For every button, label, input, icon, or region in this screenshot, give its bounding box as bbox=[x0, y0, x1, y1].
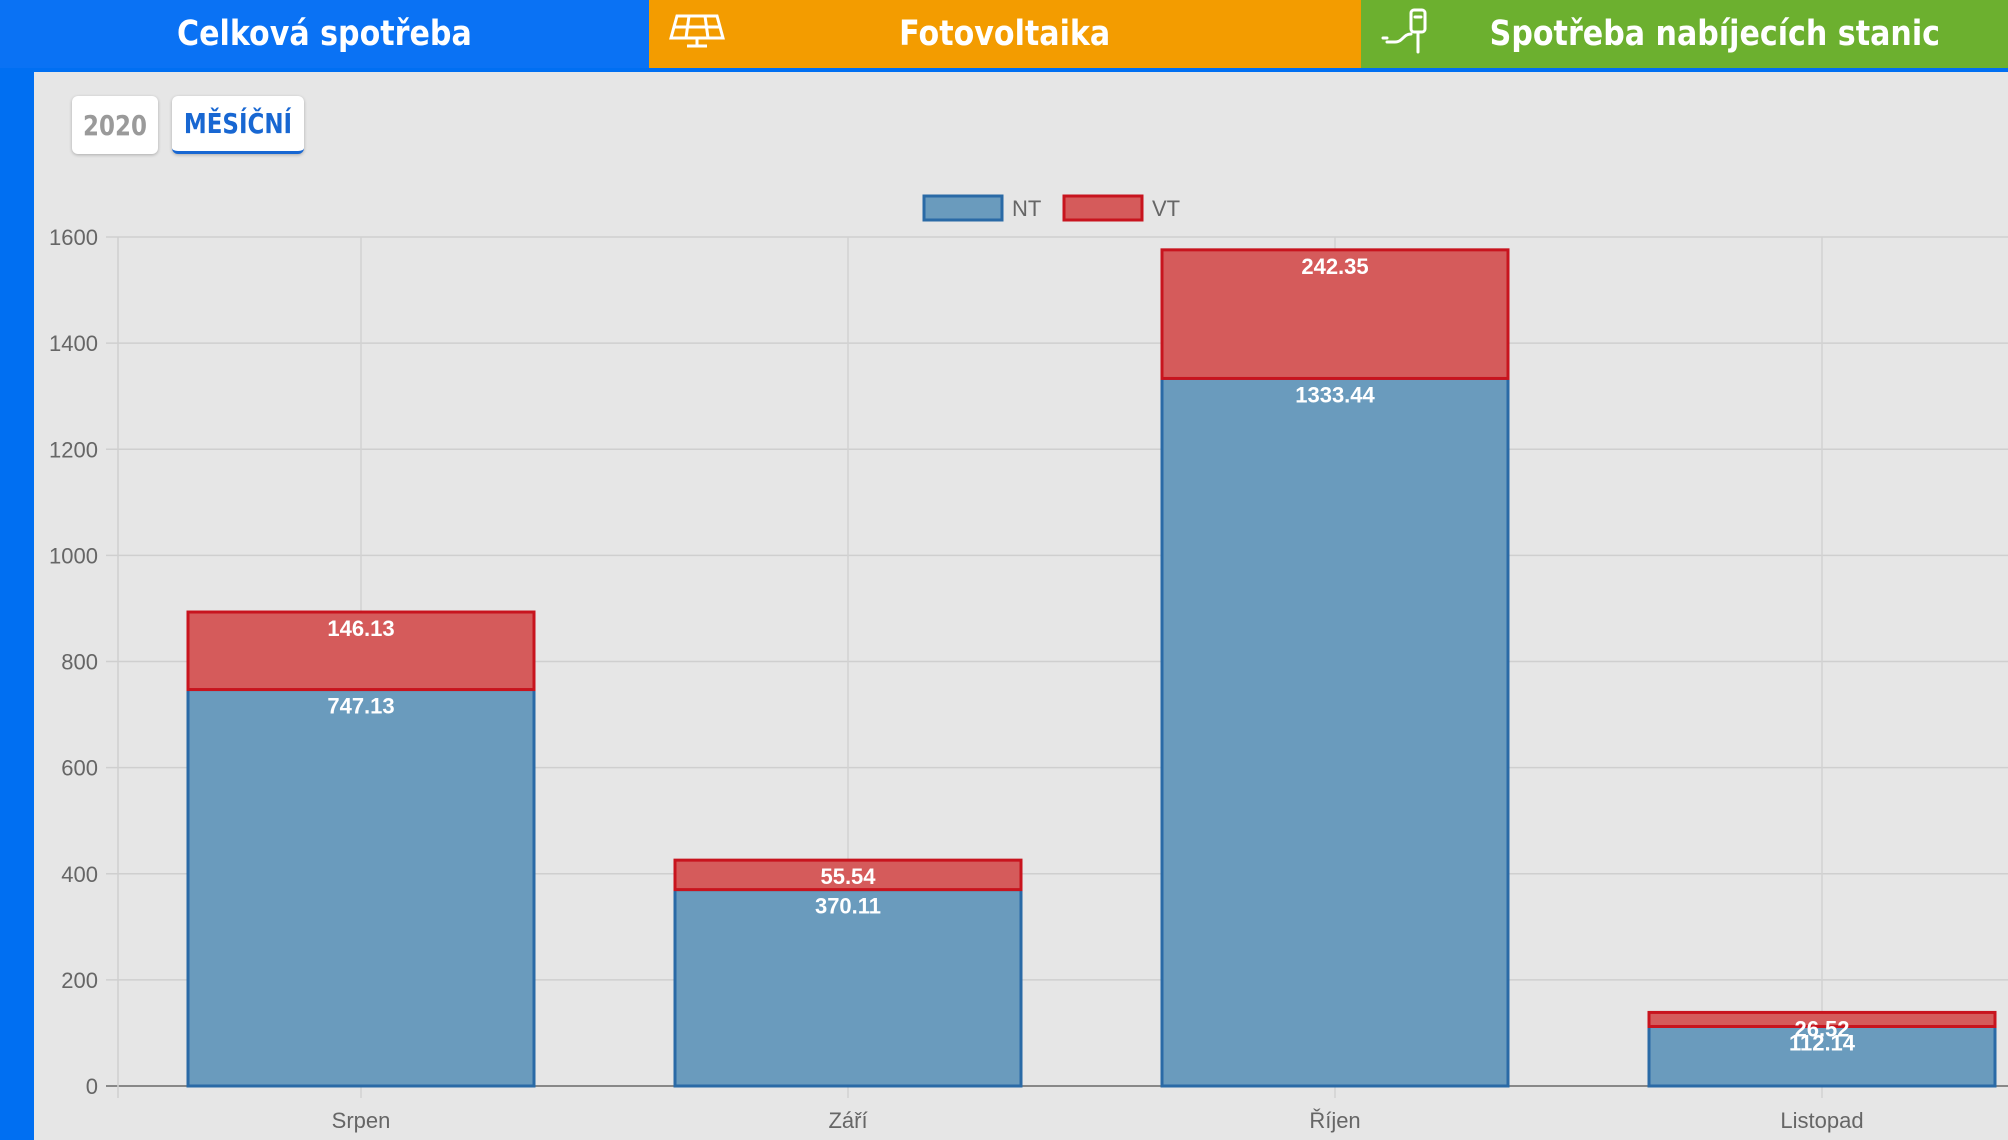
bar-vt[interactable] bbox=[1647, 1010, 1997, 1028]
data-label-vt: 146.13 bbox=[327, 616, 394, 641]
y-tick-label: 400 bbox=[61, 862, 98, 887]
tab-charging-stations-label: Spotřeba nabíjecích stanic bbox=[1489, 14, 1940, 54]
data-label-vt: 55.54 bbox=[820, 864, 876, 889]
year-button-label: 2020 bbox=[83, 108, 147, 142]
data-label-nt: 370.11 bbox=[815, 894, 881, 919]
tab-total-consumption-label: Celková spotřeba bbox=[177, 14, 472, 54]
tab-total-consumption[interactable]: Celková spotřeba bbox=[0, 0, 649, 68]
y-tick-label: 1200 bbox=[49, 437, 98, 462]
bar-vt[interactable] bbox=[1160, 248, 1510, 380]
tab-bar: Celková spotřeba Fotovoltaika bbox=[0, 0, 2008, 68]
y-tick-label: 1600 bbox=[49, 225, 98, 250]
charging-station-icon bbox=[1381, 4, 1437, 69]
solar-panel-icon bbox=[669, 12, 725, 61]
y-tick-label: 600 bbox=[61, 756, 98, 781]
tab-photovoltaics[interactable]: Fotovoltaika bbox=[649, 0, 1361, 68]
tab-photovoltaics-label: Fotovoltaika bbox=[899, 14, 1111, 54]
data-label-vt: 26.52 bbox=[1794, 1016, 1849, 1041]
bar-vt[interactable] bbox=[186, 610, 536, 692]
legend-swatch-vt[interactable] bbox=[1062, 194, 1144, 222]
x-tick-label: Listopad bbox=[1780, 1108, 1863, 1133]
y-tick-label: 0 bbox=[86, 1074, 98, 1099]
x-tick-label: Říjen bbox=[1309, 1108, 1360, 1133]
bar-nt[interactable] bbox=[673, 888, 1023, 1088]
tab-charging-stations[interactable]: Spotřeba nabíjecích stanic bbox=[1361, 0, 2008, 68]
legend-swatch-nt[interactable] bbox=[922, 194, 1004, 222]
bar-nt[interactable] bbox=[186, 688, 536, 1088]
data-label-nt: 1333.44 bbox=[1295, 382, 1375, 407]
y-tick-label: 1000 bbox=[49, 543, 98, 568]
stacked-bar-chart: 0 200 400 600 800 1000 1200 1400 1600 Srpen Září Ří… bbox=[49, 194, 2008, 1133]
bar-vt[interactable] bbox=[673, 858, 1023, 892]
legend-label-vt[interactable]: VT bbox=[1152, 196, 1180, 221]
data-label-nt: 112.14 bbox=[1789, 1030, 1856, 1055]
monthly-button[interactable]: MĚSÍČNÍ bbox=[172, 96, 304, 154]
monthly-button-label: MĚSÍČNÍ bbox=[183, 107, 293, 140]
y-tick-label: 1400 bbox=[49, 331, 98, 356]
legend-label-nt[interactable]: NT bbox=[1012, 196, 1041, 221]
data-label-vt: 242.35 bbox=[1301, 254, 1368, 279]
bar-nt[interactable] bbox=[1160, 376, 1510, 1088]
y-tick-label: 200 bbox=[61, 968, 98, 993]
year-button[interactable]: 2020 bbox=[72, 96, 158, 154]
x-tick-label: Září bbox=[828, 1108, 867, 1133]
data-label-nt: 747.13 bbox=[327, 694, 394, 719]
chart-panel: 2020 MĚSÍČNÍ 0 200 400 600 800 1000 1200 1400 16… bbox=[34, 72, 2008, 1140]
x-tick-label: Srpen bbox=[332, 1108, 391, 1133]
y-tick-label: 800 bbox=[61, 650, 98, 675]
